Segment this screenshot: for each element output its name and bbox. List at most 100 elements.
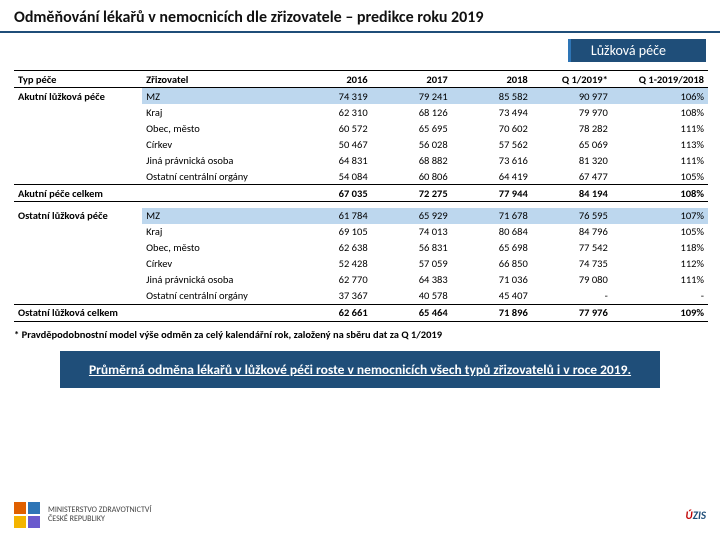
- table-row: Akutní lůžková péče MZ 74 319 79 241 85 …: [14, 88, 708, 105]
- cell-founder: Kraj: [142, 224, 291, 240]
- table-row: Ostatní centrální orgány 37 367 40 578 4…: [14, 288, 708, 305]
- cell-2018: 45 407: [452, 288, 532, 305]
- cell-type: [14, 152, 142, 168]
- page-title: Odměňování lékařů v nemocnicích dle zřiz…: [0, 0, 720, 33]
- cell-2018: 80 684: [452, 224, 532, 240]
- cell-2018: 66 850: [452, 256, 532, 272]
- cell-founder: MZ: [142, 208, 291, 224]
- footnote: * Pravděpodobnostní model výše odměn za …: [14, 328, 706, 341]
- cell-2016: 64 831: [292, 152, 372, 168]
- cell-2018: 57 562: [452, 136, 532, 152]
- cell-ratio: 111%: [612, 272, 708, 288]
- cell-2016: 50 467: [292, 136, 372, 152]
- table-row: Církev 50 467 56 028 57 562 65 069 113%: [14, 136, 708, 152]
- cell-2018: 64 419: [452, 168, 532, 185]
- cell-ratio: 113%: [612, 136, 708, 152]
- cell-type: [14, 288, 142, 305]
- cell-type: [14, 224, 142, 240]
- cell-2017: 60 806: [372, 168, 452, 185]
- cell-2017: 74 013: [372, 224, 452, 240]
- logo-ministry-text: MINISTERSTVO ZDRAVOTNICTVÍ ČESKÉ REPUBLI…: [48, 506, 151, 524]
- cell-q1: 78 282: [532, 120, 612, 136]
- table-row: Jiná právnická osoba 64 831 68 882 73 61…: [14, 152, 708, 168]
- cell-q1: 79 080: [532, 272, 612, 288]
- cell-founder: Obec, město: [142, 120, 291, 136]
- cell-2017: 40 578: [372, 288, 452, 305]
- cell-founder: MZ: [142, 88, 291, 105]
- table-row: Ostatní lůžková péče MZ 61 784 65 929 71…: [14, 208, 708, 224]
- cell-ratio: -: [612, 288, 708, 305]
- cell-q1: 67 477: [532, 168, 612, 185]
- cell-type: Ostatní lůžková celkem: [14, 304, 142, 321]
- cell-ratio: 105%: [612, 168, 708, 185]
- th-2017: 2017: [372, 71, 452, 88]
- th-ratio: Q 1-2019/2018: [612, 71, 708, 88]
- cell-ratio: 108%: [612, 104, 708, 120]
- cell-2016: 61 784: [292, 208, 372, 224]
- cell-type: [14, 120, 142, 136]
- cell-2016: 74 319: [292, 88, 372, 105]
- cell-ratio: 111%: [612, 152, 708, 168]
- cell-type: Ostatní lůžková péče: [14, 208, 142, 224]
- logo-squares-icon: [14, 502, 40, 528]
- cell-2018: 73 616: [452, 152, 532, 168]
- cell-ratio: 108%: [612, 185, 708, 202]
- cell-2016: 52 428: [292, 256, 372, 272]
- cell-type: [14, 104, 142, 120]
- cell-founder: [142, 185, 291, 202]
- badge-row: Lůžková péče: [0, 33, 720, 66]
- cell-2016: 62 661: [292, 304, 372, 321]
- cell-2016: 62 638: [292, 240, 372, 256]
- callout-box: Průměrná odměna lékařů v lůžkové péči ro…: [60, 351, 660, 389]
- cell-2016: 62 310: [292, 104, 372, 120]
- cell-2017: 79 241: [372, 88, 452, 105]
- cell-q1: 76 595: [532, 208, 612, 224]
- cell-2017: 56 028: [372, 136, 452, 152]
- footer: MINISTERSTVO ZDRAVOTNICTVÍ ČESKÉ REPUBLI…: [14, 498, 706, 532]
- cell-type: [14, 256, 142, 272]
- cell-ratio: 105%: [612, 224, 708, 240]
- cell-type: [14, 136, 142, 152]
- cell-2017: 65 695: [372, 120, 452, 136]
- cell-2016: 54 084: [292, 168, 372, 185]
- table-header-row: Typ péče Zřizovatel 2016 2017 2018 Q 1/2…: [14, 71, 708, 88]
- cell-q1: 79 970: [532, 104, 612, 120]
- th-q1-2019: Q 1/2019*: [532, 71, 612, 88]
- cell-q1: 77 542: [532, 240, 612, 256]
- cell-type: Akutní lůžková péče: [14, 88, 142, 105]
- cell-type: Akutní péče celkem: [14, 185, 142, 202]
- cell-founder: Jiná právnická osoba: [142, 152, 291, 168]
- cell-2018: 71 036: [452, 272, 532, 288]
- cell-ratio: 118%: [612, 240, 708, 256]
- table-row: Církev 52 428 57 059 66 850 74 735 112%: [14, 256, 708, 272]
- cell-type: [14, 168, 142, 185]
- cell-2017: 65 464: [372, 304, 452, 321]
- cell-founder: Církev: [142, 136, 291, 152]
- cell-q1: 81 320: [532, 152, 612, 168]
- cell-ratio: 111%: [612, 120, 708, 136]
- cell-2018: 70 602: [452, 120, 532, 136]
- th-2016: 2016: [292, 71, 372, 88]
- cell-q1: 90 977: [532, 88, 612, 105]
- cell-2016: 60 572: [292, 120, 372, 136]
- logo-ministry: MINISTERSTVO ZDRAVOTNICTVÍ ČESKÉ REPUBLI…: [14, 502, 151, 528]
- cell-2017: 56 831: [372, 240, 452, 256]
- cell-2017: 65 929: [372, 208, 452, 224]
- cell-founder: Obec, město: [142, 240, 291, 256]
- table-row: Kraj 62 310 68 126 73 494 79 970 108%: [14, 104, 708, 120]
- cell-q1: 84 796: [532, 224, 612, 240]
- table-row: Ostatní lůžková celkem 62 661 65 464 71 …: [14, 304, 708, 321]
- cell-ratio: 106%: [612, 88, 708, 105]
- th-type: Typ péče: [14, 71, 142, 88]
- cell-2017: 72 275: [372, 185, 452, 202]
- cell-2016: 62 770: [292, 272, 372, 288]
- cell-q1: -: [532, 288, 612, 305]
- logo-uzis: ÚZIS: [686, 509, 707, 522]
- table-row: Obec, město 62 638 56 831 65 698 77 542 …: [14, 240, 708, 256]
- cell-2018: 77 944: [452, 185, 532, 202]
- cell-type: [14, 240, 142, 256]
- cell-q1: 65 069: [532, 136, 612, 152]
- cell-2018: 65 698: [452, 240, 532, 256]
- cell-2016: 37 367: [292, 288, 372, 305]
- cell-founder: Církev: [142, 256, 291, 272]
